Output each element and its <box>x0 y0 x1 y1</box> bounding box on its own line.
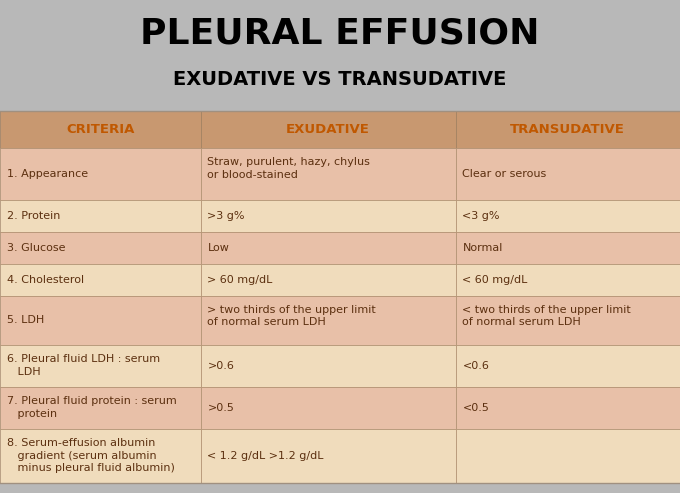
Text: 6. Pleural fluid LDH : serum
   LDH: 6. Pleural fluid LDH : serum LDH <box>7 354 160 377</box>
Text: <0.6: <0.6 <box>462 361 490 371</box>
Text: PLEURAL EFFUSION: PLEURAL EFFUSION <box>140 16 540 50</box>
Bar <box>0 232 201 264</box>
Text: < two thirds of the upper limit
of normal serum LDH: < two thirds of the upper limit of norma… <box>462 305 631 327</box>
Bar <box>456 296 680 345</box>
Bar <box>0 345 201 387</box>
Bar <box>0 111 201 148</box>
Bar <box>201 200 456 232</box>
Text: < 1.2 g/dL >1.2 g/dL: < 1.2 g/dL >1.2 g/dL <box>207 451 324 461</box>
Bar <box>0 0 680 111</box>
Bar <box>201 345 456 387</box>
Bar <box>201 232 456 264</box>
Bar <box>201 264 456 296</box>
Bar <box>0 200 201 232</box>
Bar <box>456 387 680 429</box>
Text: >0.5: >0.5 <box>207 403 235 413</box>
Text: <0.5: <0.5 <box>462 403 490 413</box>
Bar <box>0 429 201 483</box>
Bar <box>201 296 456 345</box>
Text: Normal: Normal <box>462 243 503 253</box>
Text: > 60 mg/dL: > 60 mg/dL <box>207 275 273 285</box>
Text: Clear or serous: Clear or serous <box>462 169 547 179</box>
Bar <box>456 264 680 296</box>
Text: <3 g%: <3 g% <box>462 211 500 221</box>
Bar <box>456 200 680 232</box>
Text: 5. LDH: 5. LDH <box>7 316 44 325</box>
Bar <box>0 148 201 200</box>
Bar <box>456 148 680 200</box>
Text: 7. Pleural fluid protein : serum
   protein: 7. Pleural fluid protein : serum protein <box>7 396 177 419</box>
Text: >0.6: >0.6 <box>207 361 235 371</box>
Text: EXUDATIVE: EXUDATIVE <box>286 123 370 136</box>
Text: CRITERIA: CRITERIA <box>66 123 135 136</box>
Text: < 60 mg/dL: < 60 mg/dL <box>462 275 528 285</box>
Bar <box>456 111 680 148</box>
Bar <box>0 387 201 429</box>
Text: Straw, purulent, hazy, chylus
or blood-stained: Straw, purulent, hazy, chylus or blood-s… <box>207 157 371 179</box>
Bar <box>201 111 456 148</box>
Bar <box>201 148 456 200</box>
Bar <box>456 429 680 483</box>
Text: TRANSUDATIVE: TRANSUDATIVE <box>511 123 625 136</box>
Bar <box>0 264 201 296</box>
Bar <box>201 429 456 483</box>
Bar <box>201 387 456 429</box>
Text: EXUDATIVE VS TRANSUDATIVE: EXUDATIVE VS TRANSUDATIVE <box>173 70 507 89</box>
Bar <box>456 345 680 387</box>
Text: >3 g%: >3 g% <box>207 211 245 221</box>
Text: 2. Protein: 2. Protein <box>7 211 60 221</box>
Text: 3. Glucose: 3. Glucose <box>7 243 65 253</box>
Text: > two thirds of the upper limit
of normal serum LDH: > two thirds of the upper limit of norma… <box>207 305 376 327</box>
Text: 1. Appearance: 1. Appearance <box>7 169 88 179</box>
Text: 8. Serum-effusion albumin
   gradient (serum albumin
   minus pleural fluid albu: 8. Serum-effusion albumin gradient (seru… <box>7 438 175 473</box>
Bar <box>0 296 201 345</box>
Bar <box>456 232 680 264</box>
Text: 4. Cholesterol: 4. Cholesterol <box>7 275 84 285</box>
Text: Low: Low <box>207 243 229 253</box>
